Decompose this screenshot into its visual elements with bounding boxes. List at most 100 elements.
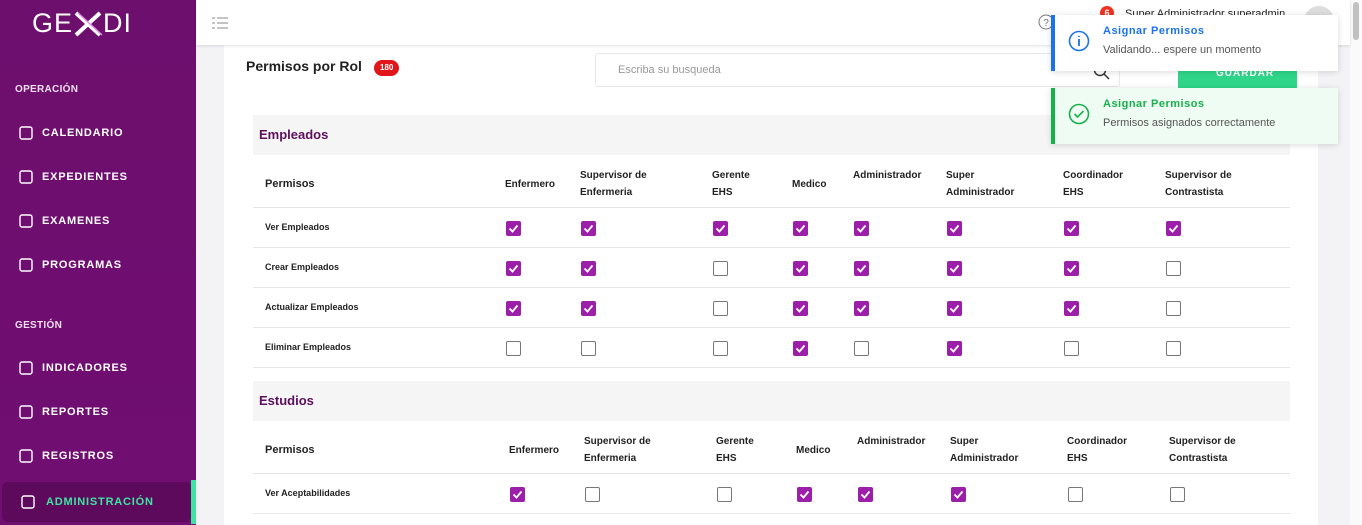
checkbox[interactable]: [1064, 221, 1079, 236]
checkbox[interactable]: [585, 487, 600, 502]
checkbox[interactable]: [793, 341, 808, 356]
checkbox[interactable]: [854, 341, 869, 356]
checkbox[interactable]: [1064, 261, 1079, 276]
checkbox[interactable]: [506, 261, 521, 276]
checkbox[interactable]: [854, 261, 869, 276]
checkbox[interactable]: [713, 341, 728, 356]
nav-item[interactable]: ADMINISTRACIÓN: [2, 482, 191, 522]
column-header: Gerente EHS: [712, 170, 750, 198]
checkbox[interactable]: [1166, 341, 1181, 356]
menu-toggle[interactable]: [212, 17, 228, 29]
svg-text:?: ?: [1043, 18, 1049, 29]
nav-label: EXAMENES: [42, 215, 111, 227]
checkbox[interactable]: [947, 341, 962, 356]
column-header: Supervisor de Enfermeria: [584, 436, 651, 464]
checkbox[interactable]: [581, 221, 596, 236]
section-title: OPERACIÓN: [15, 84, 79, 95]
check: [512, 490, 523, 499]
checkbox[interactable]: [581, 261, 596, 276]
column-header: Super Administrador: [950, 436, 1019, 464]
checkbox[interactable]: [1068, 487, 1083, 502]
toast: Asignar Permisos Permisos asignados corre…: [1051, 88, 1338, 144]
column-header: Supervisor de Contrastista: [1169, 436, 1236, 464]
check: [953, 490, 964, 499]
checkbox[interactable]: [947, 261, 962, 276]
scroll-thumb[interactable]: [1353, 2, 1359, 40]
check: [856, 264, 867, 273]
checkbox[interactable]: [793, 261, 808, 276]
checkbox[interactable]: [1064, 341, 1079, 356]
checkbox[interactable]: [510, 487, 525, 502]
nav-item[interactable]: EXAMENES: [0, 201, 196, 241]
checkbox[interactable]: [1170, 487, 1185, 502]
menu-icon: [19, 170, 33, 184]
check: [799, 490, 810, 499]
nav-label: REPORTES: [42, 406, 109, 418]
checkbox[interactable]: [506, 301, 521, 316]
checkbox[interactable]: [947, 301, 962, 316]
nav-label: INDICADORES: [42, 362, 128, 374]
scrollbar: [1350, 0, 1362, 525]
check: [1066, 264, 1077, 273]
checkbox[interactable]: [717, 487, 732, 502]
search-input[interactable]: Escriba su busqueda: [595, 53, 1120, 87]
checkbox[interactable]: [581, 341, 596, 356]
menu-icon: [21, 495, 35, 509]
check: [1066, 224, 1077, 233]
checkbox[interactable]: [793, 221, 808, 236]
check: [715, 224, 726, 233]
checkbox[interactable]: [854, 301, 869, 316]
checkbox[interactable]: [951, 487, 966, 502]
menu-icon: [19, 214, 33, 228]
logo[interactable]: GE DI: [32, 8, 132, 39]
permission-name: Crear Empleados: [265, 262, 340, 272]
count-badge: 180: [374, 60, 400, 76]
checkbox[interactable]: [1166, 261, 1181, 276]
checkbox[interactable]: [506, 341, 521, 356]
checkbox[interactable]: [854, 221, 869, 236]
checkbox[interactable]: [581, 301, 596, 316]
check: [949, 304, 960, 313]
check: [583, 304, 594, 313]
checkbox[interactable]: [947, 221, 962, 236]
checkbox[interactable]: [1166, 301, 1181, 316]
check: [583, 264, 594, 273]
checkbox[interactable]: [1166, 221, 1181, 236]
check: [1066, 304, 1077, 313]
permission-name: Eliminar Empleados: [265, 342, 352, 352]
checkbox[interactable]: [713, 301, 728, 316]
active-indicator: [191, 480, 196, 524]
check: [856, 224, 867, 233]
nav-item[interactable]: CALENDARIO: [0, 113, 196, 153]
column-header: Coordinador EHS: [1067, 436, 1127, 464]
toast-message: Validando... espere un momento: [1103, 44, 1262, 56]
toast-title: Asignar Permisos: [1103, 98, 1205, 110]
column-header: Supervisor de Enfermeria: [580, 170, 647, 198]
check: [949, 224, 960, 233]
toast-title: Asignar Permisos: [1103, 25, 1205, 37]
section-title: GESTIÓN: [15, 320, 63, 331]
nav-label: EXPEDIENTES: [42, 171, 128, 183]
nav-item[interactable]: REPORTES: [0, 392, 196, 432]
info-icon: [1068, 30, 1090, 52]
check: [508, 264, 519, 273]
success-icon: [1068, 103, 1090, 125]
nav-item[interactable]: EXPEDIENTES: [0, 157, 196, 197]
nav-item[interactable]: INDICADORES: [0, 348, 196, 388]
checkbox[interactable]: [793, 301, 808, 316]
column-header: Supervisor de Contrastista: [1165, 170, 1232, 198]
module-title: Estudios: [253, 381, 1290, 421]
nav-item[interactable]: PROGRAMAS: [0, 245, 196, 285]
checkbox[interactable]: [713, 261, 728, 276]
nav-item[interactable]: REGISTROS: [0, 436, 196, 476]
nav-label: REGISTROS: [42, 450, 114, 462]
checkbox[interactable]: [797, 487, 812, 502]
checkbox[interactable]: [713, 221, 728, 236]
check: [856, 304, 867, 313]
checkbox[interactable]: [506, 221, 521, 236]
checkbox[interactable]: [858, 487, 873, 502]
column-header: Super Administrador: [946, 170, 1015, 198]
checkbox[interactable]: [1064, 301, 1079, 316]
table-header: Permisos Enfermero Supervisor de Enfermeri…: [253, 160, 1290, 208]
